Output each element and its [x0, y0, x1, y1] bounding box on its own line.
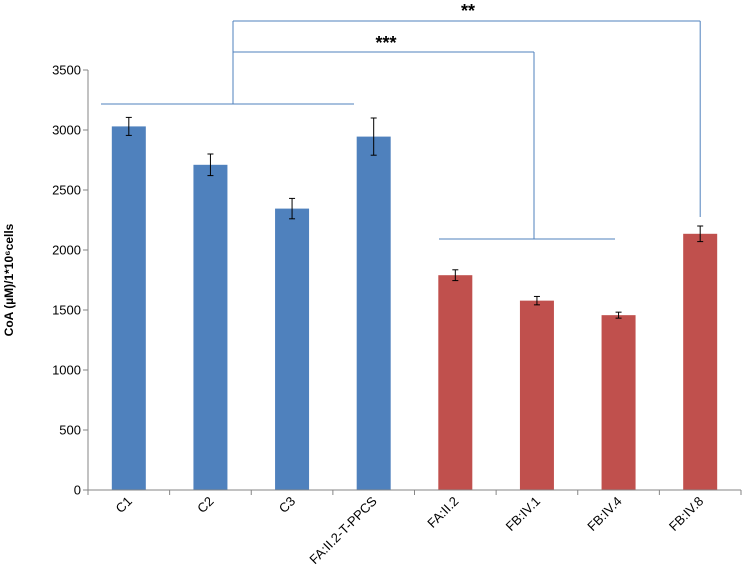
significance-label-two-star: **: [461, 1, 475, 21]
x-category-label: FB:IV.8: [666, 494, 706, 534]
y-tick-label: 3000: [52, 123, 81, 138]
bars: [111, 116, 718, 491]
y-axis: 0 500 1000 1500 2000 2500 3000 3500: [52, 63, 89, 498]
y-tick-label: 0: [74, 483, 81, 498]
y-tick-label: 2500: [52, 183, 81, 198]
bar: [683, 233, 718, 491]
x-category-label: C2: [194, 494, 216, 516]
significance-label-three-star: ***: [375, 33, 396, 53]
bar: [275, 208, 310, 490]
y-tick-label: 1000: [52, 363, 81, 378]
x-category-label: FB:IV.4: [584, 494, 624, 534]
x-category-label: FB:IV.1: [503, 494, 543, 534]
x-category-label: C3: [276, 494, 298, 516]
y-tick-label: 3500: [52, 63, 81, 78]
x-axis: C1 C2 C3 FA:II.2-T-PPCS FA:II.2 FB:IV.1 FB:IV.…: [87, 489, 742, 567]
significance-brackets: *****: [101, 1, 701, 240]
x-category-label: C1: [113, 494, 135, 516]
y-tick-label: 1500: [52, 303, 81, 318]
bar: [111, 126, 146, 491]
bar: [438, 275, 473, 490]
y-tick-label: 500: [59, 423, 81, 438]
x-category-label: FA:II.2-T-PPCS: [306, 493, 380, 567]
bar: [519, 300, 554, 490]
y-tick-label: 2000: [52, 243, 81, 258]
bar: [601, 315, 636, 490]
y-axis-label: CoA (µM)/1*10⁶cells: [2, 223, 16, 336]
bar: [356, 136, 391, 490]
x-category-label: FA:II.2: [424, 494, 461, 531]
bar: [193, 164, 228, 491]
